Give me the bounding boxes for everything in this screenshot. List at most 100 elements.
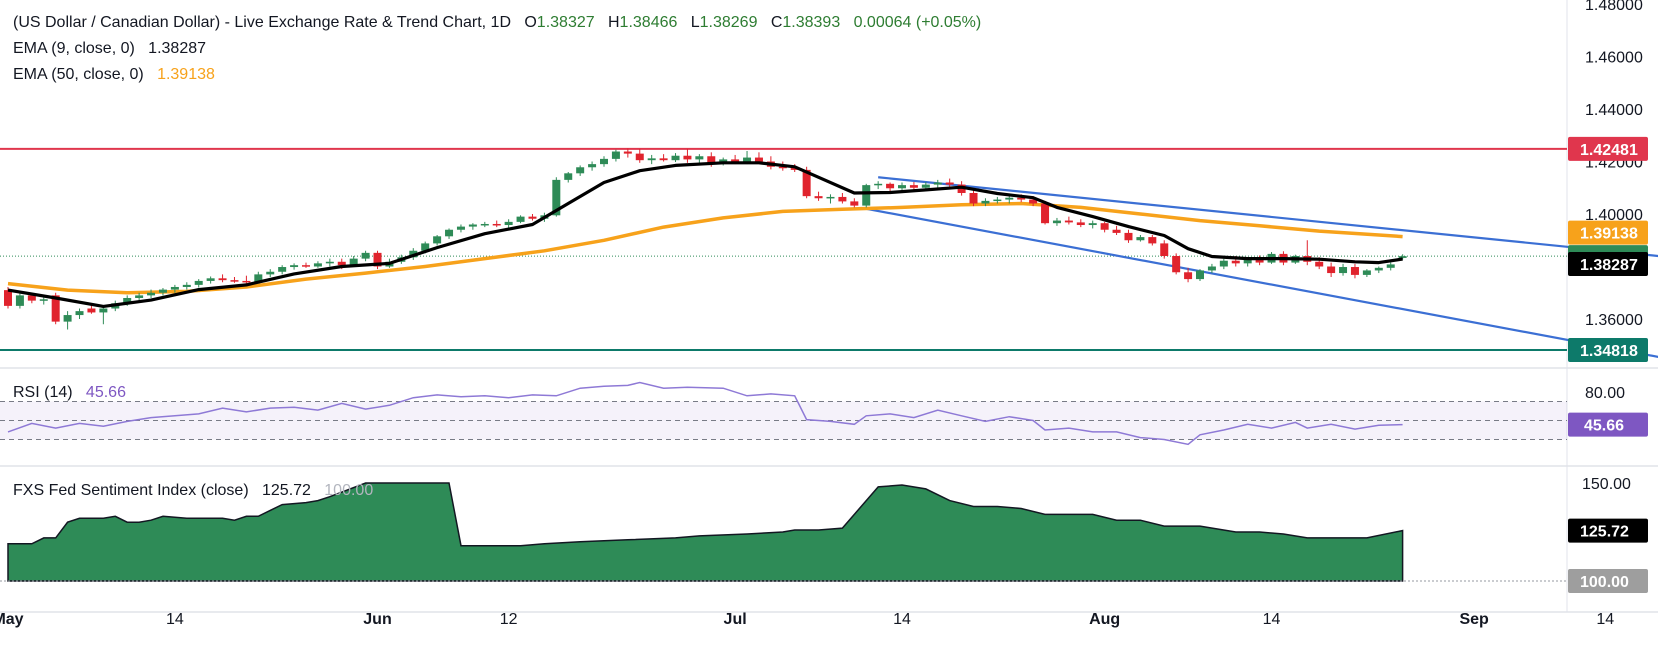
candle (838, 193, 847, 204)
candle (564, 172, 573, 183)
ema9-price-tag: 1.38287 (1580, 257, 1638, 274)
candle (945, 178, 954, 187)
candle-body (719, 159, 728, 163)
low-label: L (690, 14, 700, 31)
fxs-area (7, 482, 1404, 582)
ema50-price-tag: 1.39138 (1580, 226, 1638, 243)
candle (1386, 262, 1395, 271)
candle-body (623, 151, 632, 154)
candle (1398, 254, 1407, 260)
ema9-legend: EMA (9, close, 0) 1.38287 (13, 39, 206, 59)
candle (302, 262, 310, 268)
candle-body (1041, 203, 1050, 224)
candle (230, 277, 239, 283)
time-axis-tick: Jul (724, 611, 747, 628)
fxs-legend: FXS Fed Sentiment Index (close) 125.72 1… (13, 481, 373, 501)
candle (1076, 219, 1085, 228)
candle-body (826, 196, 835, 199)
candle (1196, 269, 1204, 281)
candle-body (230, 280, 239, 282)
support-price-tag: 1.34818 (1580, 343, 1638, 360)
candle-body (838, 196, 847, 202)
price-pane (0, 147, 1658, 358)
candle-body (981, 200, 990, 204)
candle-body (635, 153, 644, 161)
price-axis-tick: 1.48000 (1585, 0, 1643, 14)
time-axis-tick: 12 (500, 611, 518, 628)
candle-body (659, 158, 668, 161)
candle-body (588, 164, 597, 168)
fxs-pane (0, 482, 1567, 582)
candle-body (480, 223, 489, 226)
time-axis-tick: 14 (893, 611, 911, 628)
price-axis-tick: 1.36000 (1585, 312, 1643, 329)
candle (659, 154, 668, 162)
candle-body (349, 258, 358, 266)
candle-body (1100, 223, 1109, 230)
candle (313, 261, 322, 268)
candle-body (325, 261, 334, 264)
open-label: O (524, 14, 537, 31)
ema9-value: 1.38287 (148, 40, 207, 57)
price-axis-tick: 1.46000 (1585, 50, 1643, 67)
rsi-label: RSI (14) (13, 384, 73, 401)
candle (1052, 217, 1061, 226)
support-price-tag-bg (1568, 338, 1648, 363)
candle-body (1315, 261, 1324, 267)
time-axis-tick: Jun (363, 611, 391, 628)
candle-body (671, 155, 680, 161)
candle (850, 198, 859, 208)
candle-body (1052, 220, 1061, 224)
candle-body (302, 265, 310, 267)
candle (886, 182, 895, 192)
candle (754, 152, 763, 163)
fxs-value-tag: 125.72 (1580, 524, 1629, 541)
candle-body (778, 166, 787, 169)
candle-body (707, 156, 716, 163)
candle-body (1064, 220, 1073, 223)
candle-body (731, 159, 740, 162)
time-axis-tick: May (0, 611, 24, 628)
rsi-line (7, 381, 1403, 446)
candle-body (683, 155, 692, 160)
candle-body (1029, 199, 1038, 204)
candle (1362, 269, 1371, 277)
price-axis-tick: 1.44000 (1585, 102, 1643, 119)
candle-body (15, 295, 24, 306)
candle-body (278, 267, 287, 272)
candle (135, 292, 144, 301)
candle (1112, 225, 1121, 235)
candle-body (743, 157, 752, 162)
candle-body (135, 295, 144, 298)
candle-body (63, 315, 72, 322)
candle-body (909, 185, 918, 188)
candle-body (945, 182, 954, 185)
candle-body (75, 311, 84, 316)
ema50-price-tag-bg (1568, 220, 1648, 245)
candle-body (886, 183, 895, 189)
candle-body (313, 263, 322, 267)
candle-body (337, 261, 346, 266)
fxs-reference-value: 100.00 (324, 482, 374, 499)
candle (1207, 263, 1216, 274)
price-axis-tick: 1.40000 (1585, 207, 1643, 224)
candle-body (552, 179, 561, 216)
candle (63, 311, 72, 330)
candle (1100, 221, 1109, 233)
candle (528, 214, 537, 221)
rsi-axis-tick: 80.00 (1585, 385, 1625, 402)
candle (993, 196, 1002, 204)
time-axis-tick: 14 (1263, 611, 1281, 628)
fxs-value-tag-bg (1568, 518, 1648, 543)
rsi-pane (0, 381, 1567, 446)
candle-body (1160, 243, 1169, 256)
resistance-price-tag: 1.42481 (1580, 142, 1638, 159)
candle (1374, 266, 1383, 274)
resistance-price-tag-bg (1568, 136, 1648, 161)
candle-body (1243, 259, 1252, 264)
candle-body (1398, 256, 1407, 258)
candle (170, 284, 179, 293)
candle (194, 279, 203, 288)
candle (278, 265, 287, 275)
